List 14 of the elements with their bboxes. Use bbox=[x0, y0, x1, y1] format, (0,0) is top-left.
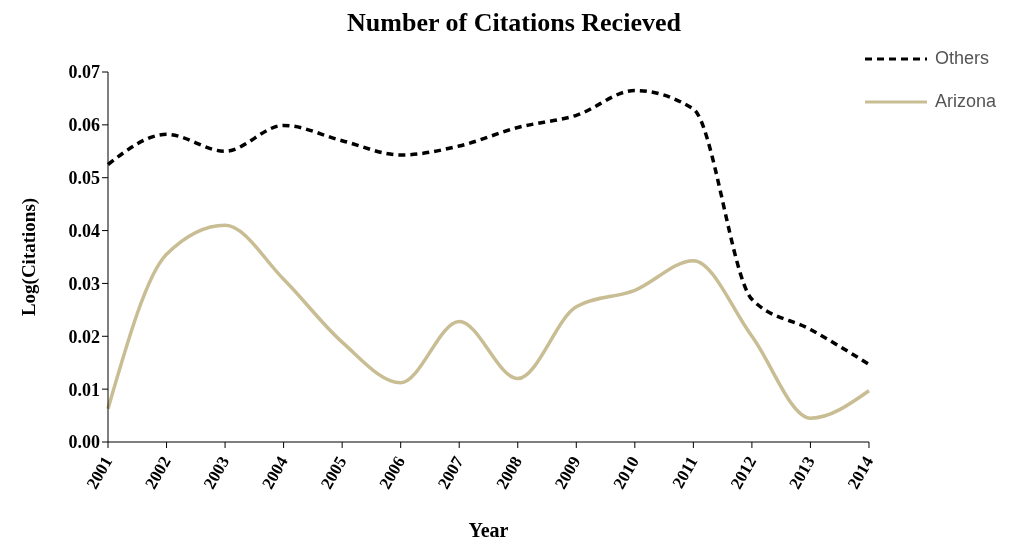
chart-title: Number of Citations Recieved bbox=[346, 8, 682, 39]
y-tick-label: 0.01 bbox=[68, 379, 100, 400]
y-tick-label: 0.07 bbox=[68, 62, 100, 83]
x-axis-title: Year bbox=[468, 519, 509, 541]
y-axis-title: Log(Citations) bbox=[17, 197, 40, 317]
y-tick-label: 0.06 bbox=[68, 115, 100, 136]
line-series bbox=[106, 223, 871, 420]
y-tick-label: 0.00 bbox=[68, 432, 100, 453]
legend-label: Arizona bbox=[934, 91, 996, 112]
y-tick-label: 0.03 bbox=[68, 273, 100, 294]
y-tick-label: 0.02 bbox=[68, 326, 100, 347]
y-tick-label: 0.04 bbox=[68, 220, 100, 241]
y-tick-label: 0.05 bbox=[68, 168, 100, 189]
legend-label: Others bbox=[934, 48, 989, 69]
